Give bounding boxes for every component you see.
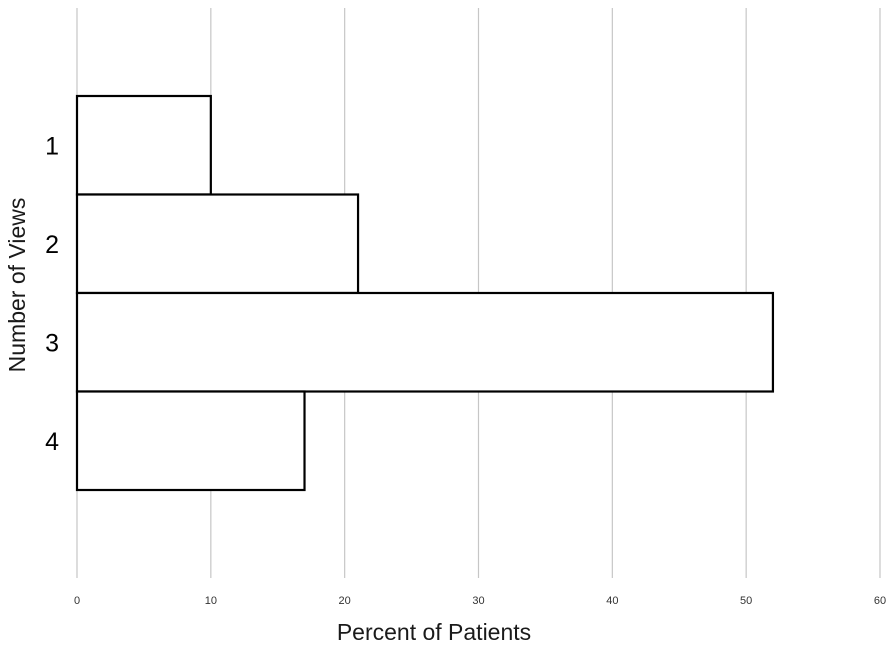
bar-1 [75,94,212,196]
x-tick-60: 60 [874,595,886,607]
x-tick-20: 20 [339,595,351,607]
x-tick-0: 0 [74,595,80,607]
y-tick-4: 4 [45,428,59,456]
x-tick-50: 50 [740,595,752,607]
x-tick-40: 40 [606,595,618,607]
bars [75,94,775,492]
y-tick-2: 2 [45,231,59,259]
x-tick-30: 30 [472,595,484,607]
y-tick-1: 1 [45,132,59,160]
y-tick-labels: 1 2 3 4 [45,132,59,456]
bar-3 [75,291,775,393]
y-tick-3: 3 [45,329,59,357]
bar-2 [75,193,360,295]
bar-4 [75,390,306,492]
x-tick-labels: 0 10 20 30 40 50 60 [74,595,886,607]
x-tick-10: 10 [205,595,217,607]
x-axis-title: Percent of Patients [337,619,531,645]
y-axis-title: Number of Views [4,198,30,373]
